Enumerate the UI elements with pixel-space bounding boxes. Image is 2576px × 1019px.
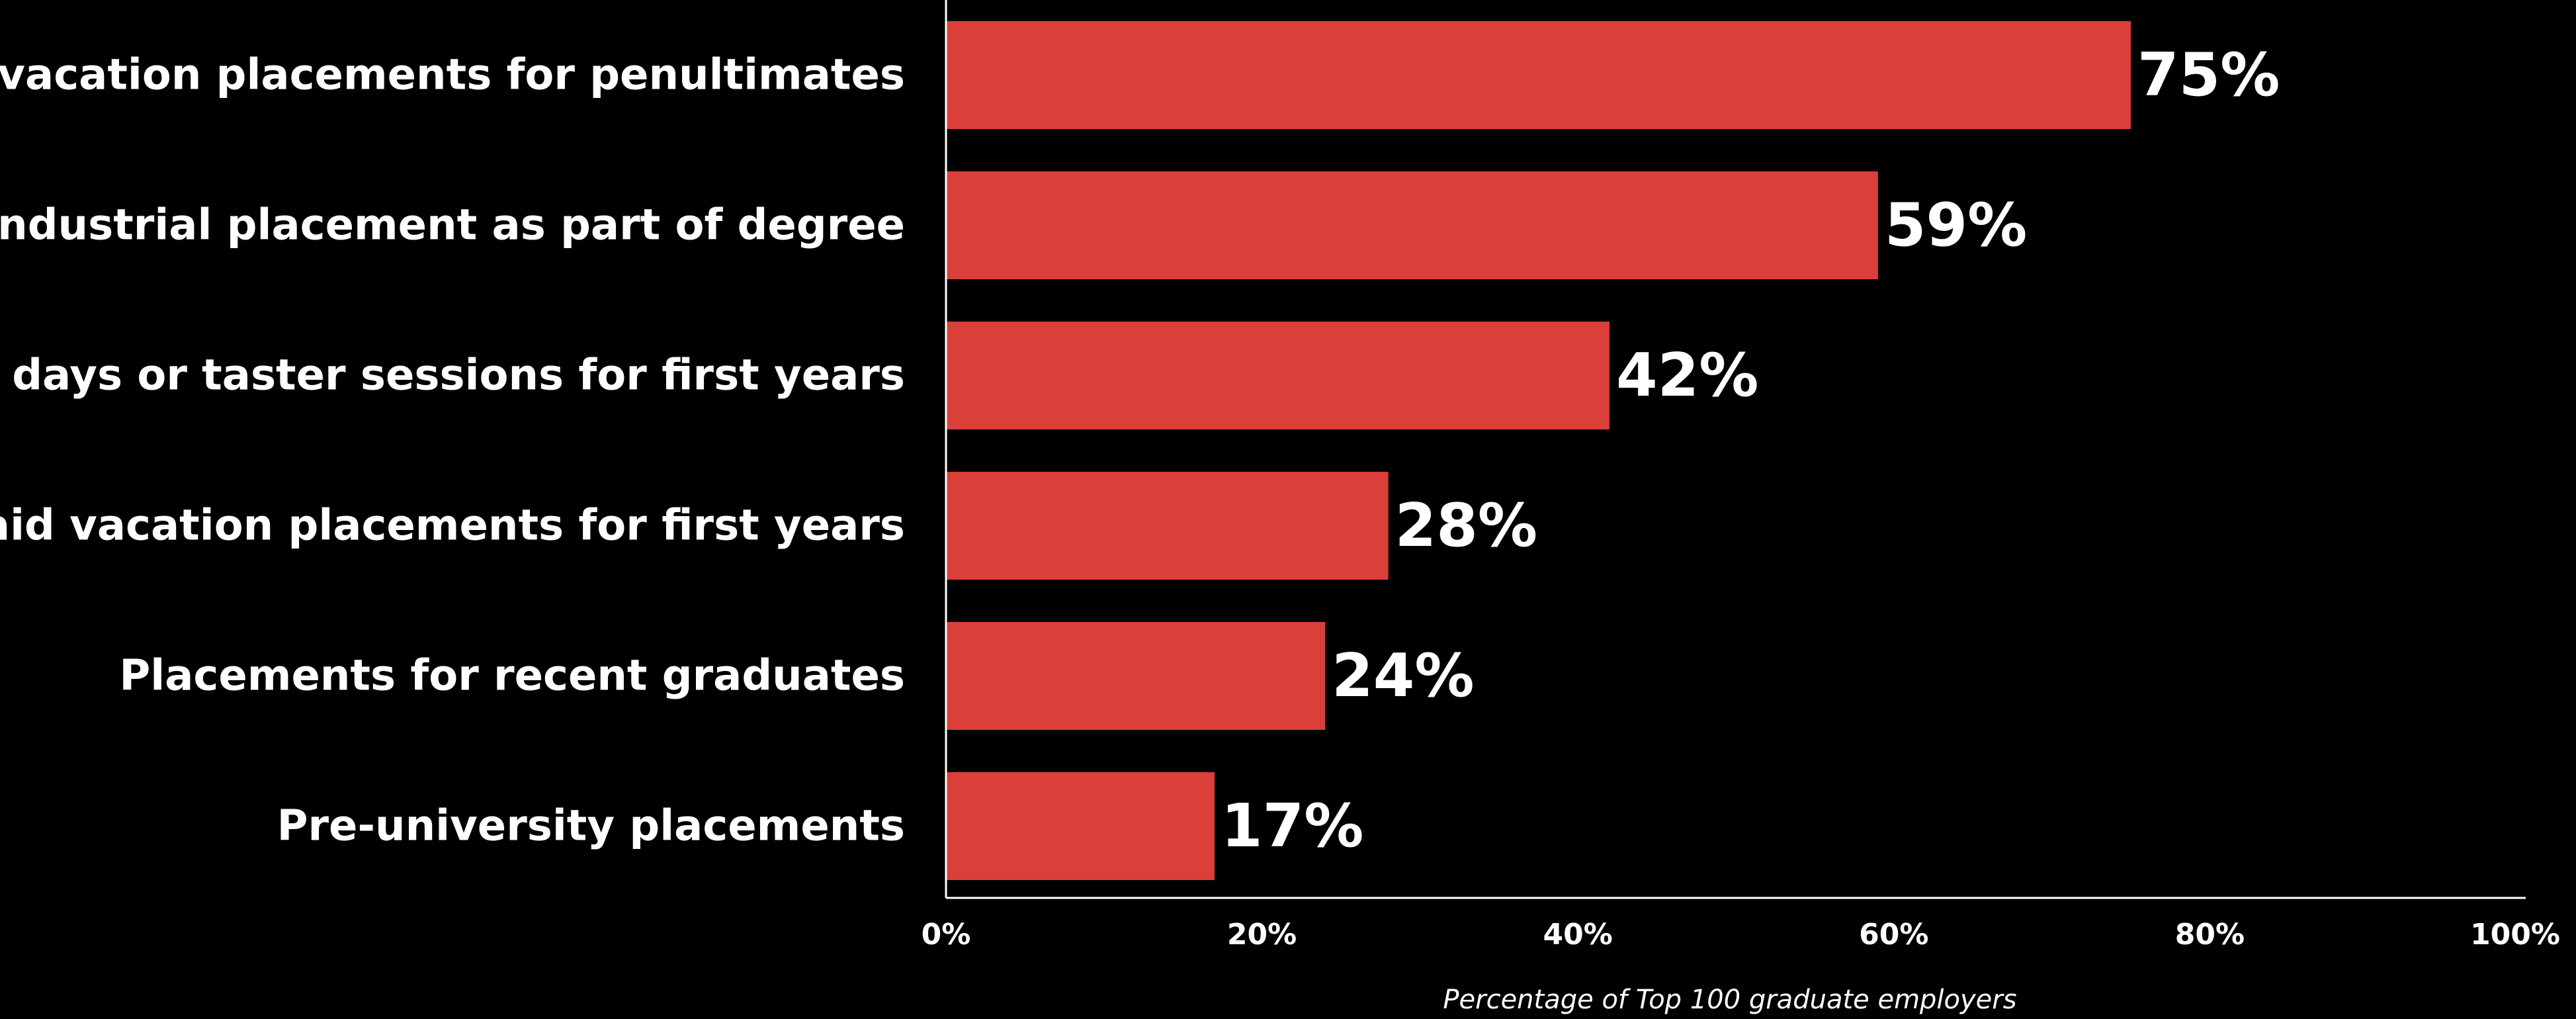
x-tick-label: 20%: [1227, 918, 1297, 952]
bar: [946, 171, 1878, 279]
data-label: 28%: [1395, 491, 1537, 560]
x-tick-label: 60%: [1859, 918, 1928, 952]
category-label: Paid vacation placements for first years: [0, 502, 905, 551]
x-tick-label: 80%: [2175, 918, 2245, 952]
x-tick-label: 100%: [2470, 918, 2560, 952]
data-label: 59%: [1885, 191, 2027, 260]
x-tick-label: 0%: [922, 918, 971, 952]
bars-layer: [946, 21, 2131, 880]
data-label: 75%: [2137, 40, 2280, 110]
data-label: 42%: [1616, 341, 1758, 410]
bar: [946, 622, 1326, 730]
data-label: 24%: [1332, 641, 1474, 711]
x-tick-label: 40%: [1543, 918, 1613, 952]
category-label: Paid vacation placements for penultimate…: [0, 51, 905, 100]
bar: [946, 322, 1610, 429]
bar: [946, 21, 2131, 129]
category-label: Open days or taster sessions for first y…: [0, 351, 905, 400]
category-labels: Paid vacation placements for penultimate…: [0, 51, 905, 851]
category-label: Pre-university placements: [277, 802, 905, 851]
data-label: 17%: [1221, 791, 1363, 861]
category-label: Industrial placement as part of degree: [0, 201, 905, 250]
data-labels: 75% 59% 42% 28% 24% 17%: [1221, 40, 2280, 861]
bar: [946, 472, 1389, 580]
x-tick-labels: 0% 20% 40% 60% 80% 100%: [922, 918, 2560, 952]
axis-layer: [945, 0, 2526, 899]
x-axis-title: Percentage of Top 100 graduate employers: [1443, 985, 2016, 1015]
category-label: Placements for recent graduates: [119, 652, 905, 701]
bar: [946, 772, 1215, 880]
